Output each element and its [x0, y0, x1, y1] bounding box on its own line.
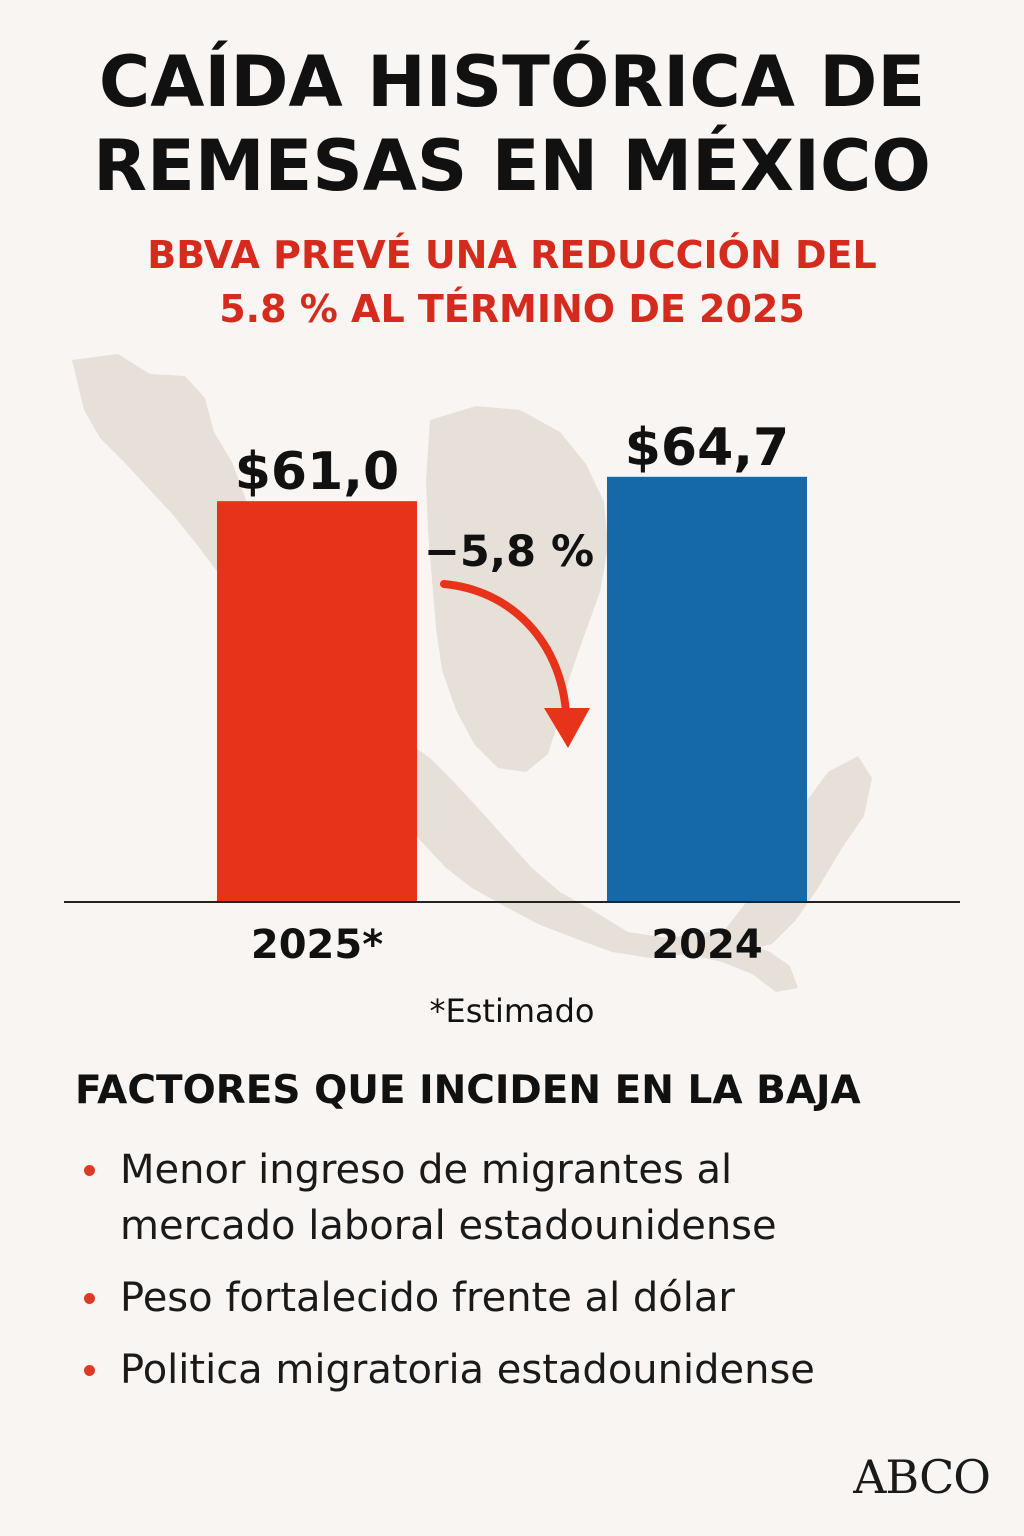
value-label: $64,7	[625, 418, 789, 478]
subtitle: BBVA PREVÉ UNA REDUCCIÓN DEL 5.8 % AL TÉ…	[0, 228, 1024, 336]
page-title: CAÍDA HISTÓRICA DE REMESAS EN MÉXICO	[0, 40, 1024, 208]
estimate-note: *Estimado	[430, 992, 595, 1030]
subtitle-line-1: BBVA PREVÉ UNA REDUCCIÓN DEL	[147, 233, 877, 277]
mexico-map-silhouette	[72, 354, 872, 992]
decline-arrowhead-icon	[544, 708, 590, 748]
bar-2025	[217, 501, 417, 902]
title-line-2: REMESAS EN MÉXICO	[93, 125, 931, 207]
factor-text: Politica migratoria estadounidense	[120, 1347, 815, 1393]
value-labels-group: $61,0 $64,7	[235, 418, 789, 502]
bars-group	[217, 476, 807, 902]
factor-item: Menor ingreso de migrantes al mercado la…	[80, 1142, 960, 1254]
bullet-icon	[84, 1293, 95, 1304]
bullet-icon	[84, 1365, 95, 1376]
bullet-icon	[84, 1165, 95, 1176]
x-tick-label: 2025*	[251, 922, 383, 968]
factors-title: FACTORES QUE INCIDEN EN LA BAJA	[75, 1068, 861, 1113]
factor-text-line-1: Menor ingreso de migrantes al	[120, 1147, 733, 1193]
decline-arrow-icon	[440, 580, 570, 716]
value-label: $61,0	[235, 442, 399, 502]
publisher-logo: ABCO	[853, 1450, 991, 1504]
tick-labels-group: 2025* 2024	[251, 922, 763, 968]
factor-text: Peso fortalecido frente al dólar	[120, 1275, 735, 1321]
x-tick-label: 2024	[651, 922, 762, 968]
change-label: −5,8 %	[424, 527, 594, 577]
factor-text-line-2: mercado laboral estadounidense	[120, 1203, 777, 1249]
factor-item: Peso fortalecido frente al dólar	[80, 1270, 960, 1326]
factor-item: Politica migratoria estadounidense	[80, 1342, 960, 1398]
bar-2024	[607, 476, 807, 902]
factors-list: Menor ingreso de migrantes al mercado la…	[80, 1142, 960, 1414]
title-line-1: CAÍDA HISTÓRICA DE	[98, 41, 926, 123]
subtitle-line-2: 5.8 % AL TÉRMINO DE 2025	[219, 287, 805, 331]
bar-chart: $61,0 $64,7 2025* 2024 −5,8 % *Estimado	[64, 354, 960, 1030]
